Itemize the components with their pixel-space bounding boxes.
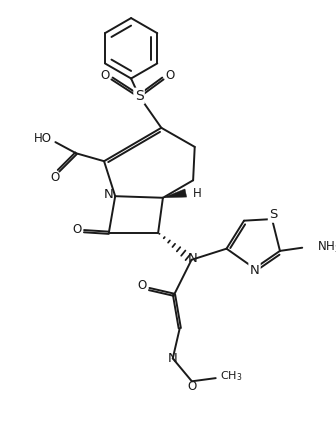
Text: N: N [168,352,178,365]
Text: S: S [269,208,278,221]
Text: S: S [135,89,143,103]
Text: CH$_3$: CH$_3$ [220,370,243,384]
Text: O: O [100,69,110,82]
Text: O: O [50,171,59,184]
Text: HO: HO [34,133,52,145]
Text: N: N [250,264,259,277]
Text: O: O [72,223,82,236]
Text: O: O [138,280,147,292]
Text: O: O [187,380,197,392]
Text: N: N [188,252,198,265]
Text: O: O [165,69,174,82]
Text: NH$_2$: NH$_2$ [317,240,336,255]
Text: N: N [103,188,113,201]
Polygon shape [163,189,187,198]
Text: H: H [193,187,202,200]
